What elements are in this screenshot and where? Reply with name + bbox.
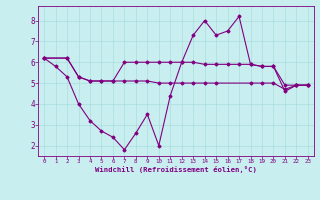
X-axis label: Windchill (Refroidissement éolien,°C): Windchill (Refroidissement éolien,°C)	[95, 166, 257, 173]
